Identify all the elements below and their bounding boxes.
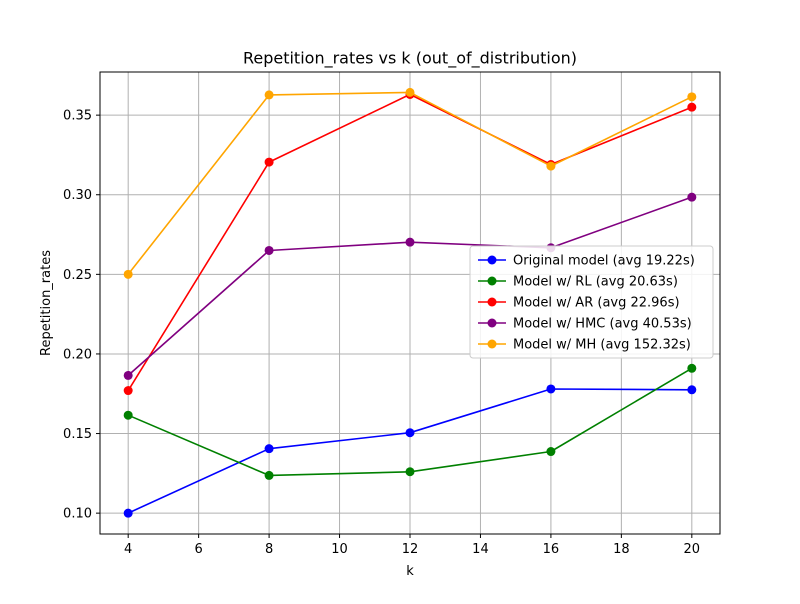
data-point [687,363,697,373]
data-point [546,447,556,457]
data-point [405,87,415,97]
series-layer [123,87,697,518]
data-point [405,428,415,438]
legend-label: Model w/ RL (avg 20.63s) [513,275,678,290]
x-tick-label: 20 [684,542,701,557]
legend-label: Model w/ MH (avg 152.32s) [513,338,691,353]
x-tick-label: 10 [331,542,348,557]
legend: Original model (avg 19.22s) Model w/ RL (… [469,245,714,359]
legend-label: Model w/ AR (avg 22.96s) [513,296,680,311]
x-tick-label: 6 [194,542,202,557]
legend-label: Original model (avg 19.22s) [513,254,695,269]
legend-swatch-marker [487,276,497,286]
data-point [264,444,274,454]
legend-swatch-marker [487,297,497,307]
legend-label: Model w/ HMC (avg 40.53s) [513,317,692,332]
chart-title: Repetition_rates vs k (out_of_distributi… [243,49,577,69]
data-point [123,508,133,518]
data-point [123,269,133,279]
data-point [687,192,697,202]
data-point [687,92,697,102]
y-axis-label: Repetition_rates [39,250,54,356]
data-point [264,90,274,100]
data-point [687,102,697,112]
data-point [123,410,133,420]
y-tick-label: 0.30 [63,188,92,203]
data-point [264,470,274,480]
y-tick-label: 0.10 [63,507,92,522]
y-axis-ticks: 0.10 0.15 0.20 0.25 0.30 0.35 [63,109,100,522]
x-tick-label: 14 [472,542,489,557]
x-tick-label: 4 [124,542,132,557]
y-tick-label: 0.25 [63,268,92,283]
data-point [546,161,556,171]
x-tick-label: 12 [402,542,419,557]
data-point [123,370,133,380]
legend-swatch-marker [487,318,497,328]
data-point [123,386,133,396]
legend-swatch-marker [487,255,497,265]
x-tick-label: 16 [543,542,560,557]
data-point [264,245,274,255]
x-tick-label: 18 [613,542,630,557]
legend-swatch-marker [487,339,497,349]
y-tick-label: 0.35 [63,109,92,124]
x-tick-label: 8 [265,542,273,557]
data-point [405,467,415,477]
y-tick-label: 0.20 [63,347,92,362]
x-axis-ticks: 4 6 8 10 12 14 16 18 20 [124,534,700,557]
data-point [405,237,415,247]
x-axis-label: k [406,564,414,579]
legend-frame [469,245,714,359]
data-point [687,385,697,395]
data-point [546,384,556,394]
y-tick-label: 0.15 [63,427,92,442]
data-point [264,157,274,167]
